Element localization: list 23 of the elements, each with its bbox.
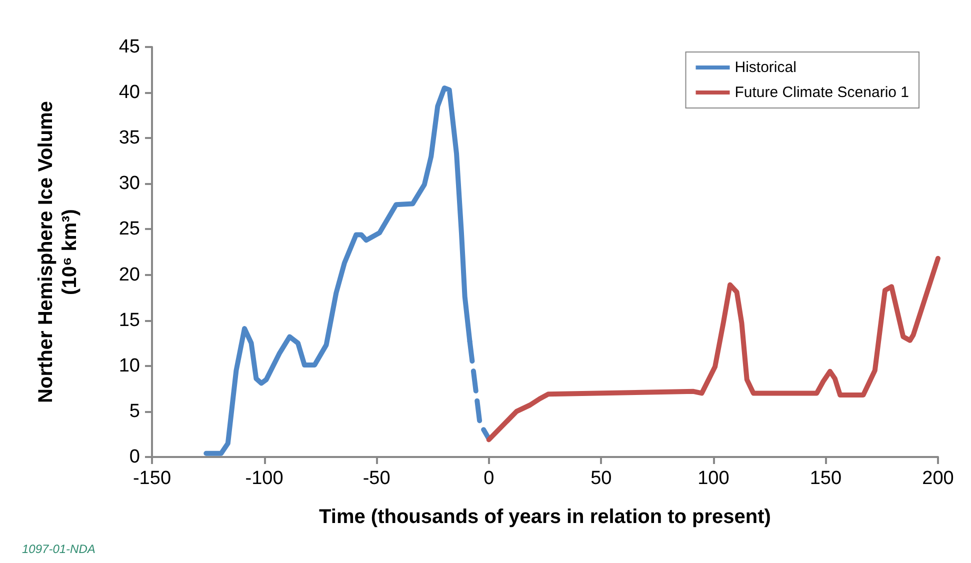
y-tick-label: 40 — [118, 82, 140, 104]
text: 1097-01-NDA — [22, 542, 96, 556]
x-axis-title: Time (thousands of years in relation to present) — [319, 506, 771, 528]
y-tick-label: 30 — [118, 173, 140, 194]
y-tick-label: 15 — [118, 310, 140, 331]
x-tick-label: 150 — [810, 468, 842, 489]
x-tick-label: -100 — [245, 468, 284, 489]
y-tick-label: 20 — [118, 264, 140, 286]
legend-label: Future Climate Scenario 1 — [734, 84, 910, 101]
x-tick-label: 50 — [590, 468, 612, 489]
legend-label: Historical — [734, 59, 796, 76]
y-tick-label: 0 — [129, 446, 140, 468]
y-tick-label: 45 — [118, 36, 140, 58]
y-axis-title: Norther Hemisphere Ice Volume (10⁶ km³) — [35, 101, 81, 403]
x-tick-label: 0 — [484, 468, 494, 489]
y-tick-label: 10 — [118, 355, 140, 376]
y-tick-label: 25 — [118, 218, 140, 240]
x-tick-label: 100 — [698, 468, 730, 489]
y-tick-label: 35 — [118, 128, 140, 149]
y-tick-label: 5 — [129, 400, 140, 422]
x-tick-label: -50 — [362, 468, 390, 489]
x-tick-label: 200 — [922, 468, 954, 489]
x-tick-label: -150 — [132, 468, 172, 489]
